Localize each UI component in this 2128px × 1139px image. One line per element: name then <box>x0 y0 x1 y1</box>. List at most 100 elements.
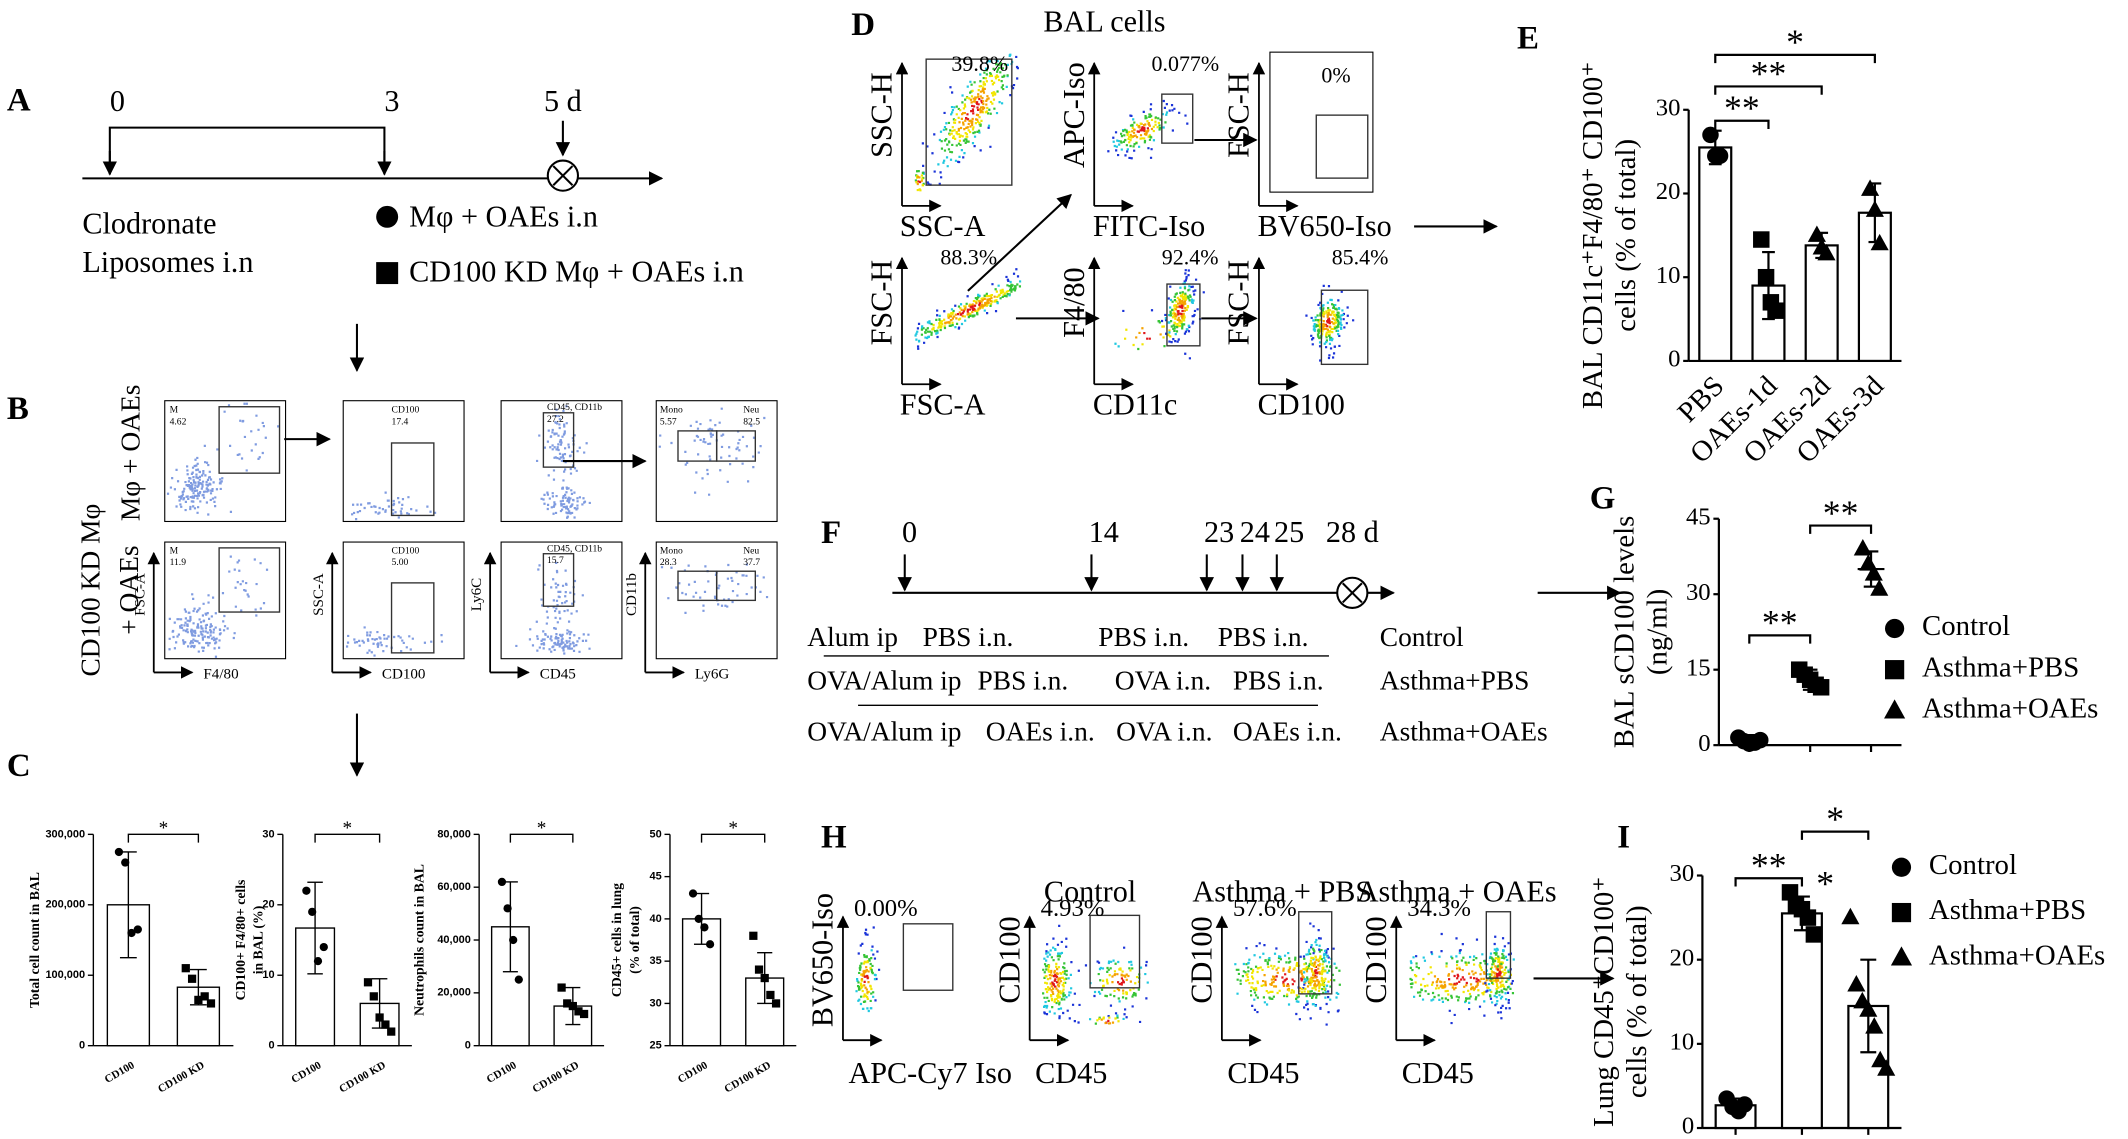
data-point <box>1757 268 1775 286</box>
axis-label: FSC-H <box>1222 260 1256 346</box>
gate-value: 15.7 <box>547 555 564 566</box>
significance: ** <box>1724 88 1760 128</box>
data-point <box>1865 1017 1884 1034</box>
axis-label: CD11b <box>624 573 640 616</box>
legend-text: Control <box>1922 610 2010 642</box>
y-tick-label: 30 <box>262 828 274 840</box>
axis-label: APC-Cy7 Iso <box>848 1056 1012 1090</box>
gate <box>390 582 435 654</box>
y-tick-label: 0 <box>465 1040 471 1052</box>
data-point <box>568 1001 577 1011</box>
cell-events <box>1136 126 1149 133</box>
panel-label: H <box>821 819 847 855</box>
gate-value: Neu <box>743 405 759 416</box>
gate-value: CD45, CD11b <box>547 402 602 413</box>
y-tick-label: 40 <box>650 913 662 925</box>
significance: * <box>1786 22 1804 62</box>
legend-marker <box>1891 902 1912 923</box>
gate-value: 28.3 <box>660 557 677 568</box>
data-point <box>1847 975 1866 992</box>
y-tick-label: 0 <box>1668 346 1680 373</box>
data-point <box>200 992 209 1001</box>
gate-value: 34.3% <box>1407 895 1471 922</box>
legend-marker <box>376 262 399 285</box>
y-tick-label: 10 <box>262 969 274 981</box>
significance: ** <box>1823 493 1859 533</box>
gate-value: 57.6% <box>1233 895 1297 922</box>
gate <box>902 923 954 991</box>
data-point <box>1736 1096 1753 1113</box>
cell-events <box>916 87 990 186</box>
significance-bracket <box>700 833 766 843</box>
legend-marker <box>1884 660 1905 680</box>
cell-events <box>168 555 269 658</box>
panel-label: G <box>1590 480 1616 516</box>
axis-label: CD100 <box>1185 916 1219 1003</box>
gate <box>390 442 435 517</box>
legend-marker <box>1884 699 1906 719</box>
gate-value: 0.077% <box>1152 51 1220 76</box>
data-point <box>760 973 769 983</box>
data-point <box>133 925 142 934</box>
data-point <box>497 877 507 887</box>
y-tick-label: 45 <box>1686 503 1711 530</box>
legend-text: Mφ + OAEs i.n <box>409 199 598 233</box>
gate <box>1089 914 1141 989</box>
step: PBS i.n. <box>923 622 1014 652</box>
bar <box>1780 912 1823 1130</box>
cell-events <box>920 283 1022 336</box>
y-axis-label: Lung CD45⁺CD100⁺ <box>1588 877 1620 1127</box>
data-point <box>308 907 317 916</box>
significance: ** <box>1751 846 1787 886</box>
gate-value: 5.00 <box>392 557 409 568</box>
gate-value: 4.62 <box>170 417 187 428</box>
y-tick-label: 80,000 <box>437 828 471 840</box>
gate-value: 85.4% <box>1332 244 1389 269</box>
significance-bracket <box>1734 877 1804 887</box>
timepoint: 5 d <box>544 84 582 118</box>
axis-label: SSC-H <box>865 72 899 158</box>
gate-value: 27.2 <box>547 414 564 425</box>
y-axis-label: in BAL (%) <box>251 906 267 975</box>
axis-label: CD45 <box>1402 1056 1474 1090</box>
legend-marker <box>1891 857 1912 877</box>
y-axis-label: (% of total) <box>627 906 643 974</box>
data-point <box>1859 1000 1878 1017</box>
step: PBS i.n. <box>978 666 1069 696</box>
y-tick-label: 50 <box>650 828 662 840</box>
cell-events <box>1124 117 1160 144</box>
panel-label: E <box>1517 21 1539 57</box>
y-tick-label: 0 <box>79 1040 85 1052</box>
axis-label: F4/80 <box>203 667 238 683</box>
group-label: Asthma+PBS <box>1380 666 1530 696</box>
data-point <box>302 886 311 895</box>
axis-label: CD11c <box>1093 387 1177 421</box>
axis-label: SSC-A <box>311 573 327 616</box>
gate-value: CD100 <box>392 405 420 416</box>
step: OVA i.n. <box>1115 666 1211 696</box>
y-tick-label: 60,000 <box>437 881 471 893</box>
gate-value: 37.7 <box>743 557 760 568</box>
gate-value: CD100 <box>392 546 420 557</box>
data-point <box>754 965 764 974</box>
y-axis-label: (ng/ml) <box>1641 589 1673 675</box>
significance: * <box>728 818 738 839</box>
cell-events <box>1112 111 1169 151</box>
gate <box>1298 911 1333 995</box>
data-point <box>1711 147 1729 165</box>
cell-events <box>931 288 1010 331</box>
axis-label: Ly6C <box>469 578 485 612</box>
step: PBS i.n. <box>1218 622 1309 652</box>
y-tick-label: 30 <box>650 997 662 1009</box>
cell-events <box>1274 965 1320 986</box>
data-point <box>1865 200 1884 217</box>
significance: ** <box>1751 54 1787 94</box>
gate-value: 17.4 <box>392 417 409 428</box>
legend-text: CD100 KD Mφ + OAEs i.n <box>409 254 744 288</box>
axis-label: FSC-H <box>1222 72 1256 158</box>
cell-events <box>944 295 996 325</box>
cell-events <box>1107 99 1189 160</box>
data-point <box>181 964 190 973</box>
